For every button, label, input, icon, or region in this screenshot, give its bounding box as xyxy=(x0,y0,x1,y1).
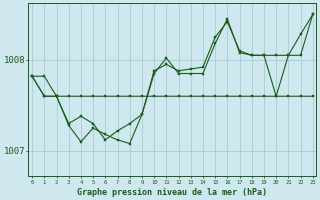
X-axis label: Graphe pression niveau de la mer (hPa): Graphe pression niveau de la mer (hPa) xyxy=(77,188,268,197)
